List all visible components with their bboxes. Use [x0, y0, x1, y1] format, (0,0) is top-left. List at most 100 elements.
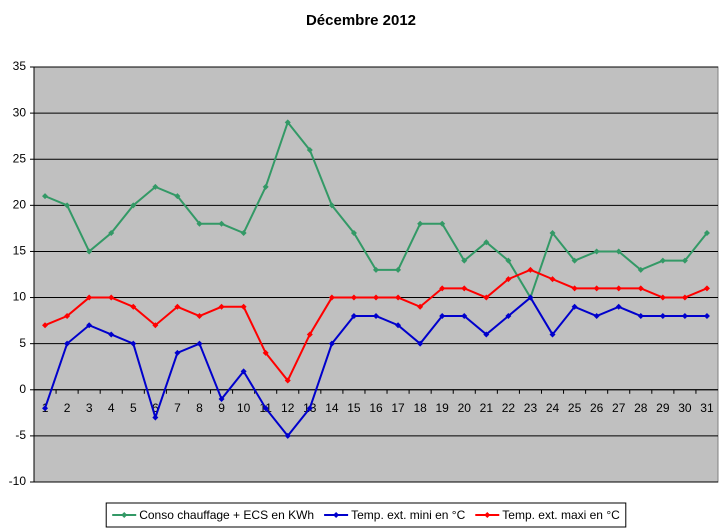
data-point [395, 266, 402, 273]
data-point [174, 303, 181, 310]
data-point [328, 202, 335, 209]
data-point [218, 220, 225, 227]
plot-area [33, 66, 719, 483]
data-point [439, 220, 446, 227]
x-tick-label: 21 [480, 401, 494, 415]
data-point [505, 257, 512, 264]
data-point [196, 313, 203, 319]
y-tick-label: 5 [19, 336, 26, 350]
data-point [306, 147, 313, 153]
data-point [549, 230, 556, 236]
y-tick-label: 25 [13, 151, 27, 165]
y-tick-label: 20 [13, 198, 27, 212]
x-tick-label: 29 [656, 401, 670, 415]
data-point [571, 257, 578, 264]
data-point [152, 322, 159, 329]
data-point [306, 331, 313, 338]
chart-title: Décembre 2012 [306, 12, 416, 29]
data-point [461, 257, 468, 264]
x-tick-label: 3 [86, 401, 93, 415]
data-point [571, 285, 578, 292]
data-point [681, 257, 688, 264]
data-point [681, 294, 688, 301]
legend-item: Temp. ext. mini en °C [324, 508, 466, 522]
legend-box [105, 502, 627, 528]
data-point [64, 340, 71, 347]
x-tick-label: 27 [612, 401, 626, 415]
data-point [350, 294, 357, 301]
data-point [130, 202, 137, 209]
data-point [86, 248, 93, 255]
data-point [593, 313, 600, 319]
data-point [42, 405, 49, 412]
data-point [505, 313, 512, 319]
x-tick-label: 14 [325, 401, 339, 415]
data-point [350, 313, 357, 319]
y-tick-label: 0 [19, 382, 26, 396]
x-tick-label: 23 [524, 401, 538, 415]
data-point [284, 119, 291, 126]
data-point [373, 313, 379, 319]
x-tick-label: 24 [546, 401, 560, 415]
data-point [439, 313, 446, 319]
legend-label: Temp. ext. mini en °C [351, 508, 466, 522]
y-tick-label: -10 [9, 474, 27, 488]
y-tick-label: -5 [15, 428, 26, 442]
data-point [130, 303, 137, 310]
data-point [108, 294, 115, 301]
data-point [196, 340, 203, 347]
data-point [527, 266, 534, 273]
data-point [64, 202, 71, 209]
y-tick-label: 15 [13, 244, 27, 258]
x-tick-label: 19 [436, 401, 450, 415]
x-tick-label: 15 [347, 401, 361, 415]
x-tick-label: 6 [152, 401, 159, 415]
data-point [615, 303, 622, 310]
data-point [615, 248, 622, 255]
data-point [549, 276, 556, 283]
y-tick-label: 30 [13, 105, 27, 119]
x-tick-label: 30 [678, 401, 692, 415]
data-point [262, 405, 269, 412]
x-tick-label: 25 [568, 401, 582, 415]
data-point [637, 285, 644, 292]
data-point [218, 396, 225, 402]
x-tick-label: 12 [281, 401, 295, 415]
data-point [527, 294, 534, 301]
data-point [42, 193, 49, 200]
data-point [284, 377, 291, 384]
legend-item: Temp. ext. maxi en °C [475, 508, 620, 522]
data-point [593, 248, 600, 255]
data-point [659, 294, 666, 301]
data-point [505, 276, 512, 283]
data-point [152, 183, 159, 190]
data-point [350, 230, 357, 236]
x-tick-label: 7 [174, 401, 181, 415]
x-tick-label: 18 [413, 401, 427, 415]
data-point [42, 322, 49, 329]
x-tick-label: 2 [64, 401, 71, 415]
data-point [108, 331, 115, 338]
x-tick-label: 28 [634, 401, 648, 415]
x-tick-label: 31 [700, 401, 714, 415]
x-tick-label: 10 [237, 401, 251, 415]
data-point [461, 313, 468, 319]
data-point [373, 294, 379, 301]
data-point [439, 285, 446, 292]
data-point [417, 340, 424, 347]
data-point [174, 193, 181, 200]
data-point [417, 220, 424, 227]
legend-marker [121, 512, 128, 518]
x-tick-label: 4 [108, 401, 115, 415]
data-point [174, 349, 181, 356]
legend-marker [333, 512, 340, 518]
data-point [86, 322, 93, 329]
data-point [328, 340, 335, 347]
data-point [461, 285, 468, 292]
data-point [240, 368, 247, 375]
x-tick-label: 22 [502, 401, 516, 415]
data-point [240, 303, 247, 310]
data-point [306, 405, 313, 412]
x-tick-label: 26 [590, 401, 604, 415]
